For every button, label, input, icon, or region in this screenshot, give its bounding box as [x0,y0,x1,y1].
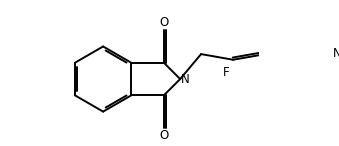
Text: F: F [222,66,229,79]
Text: O: O [159,16,168,29]
Text: O: O [159,129,168,142]
Text: NH: NH [333,47,339,60]
Text: N: N [181,73,190,86]
